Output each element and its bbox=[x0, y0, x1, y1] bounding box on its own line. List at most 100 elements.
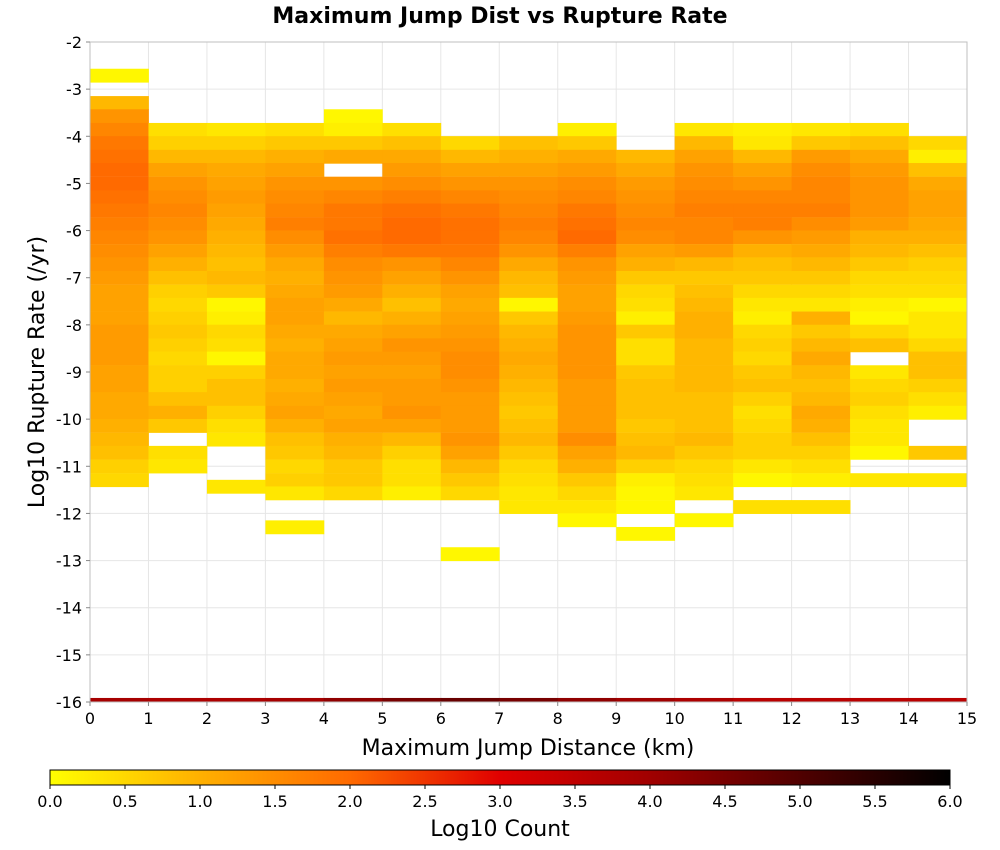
heatmap-cell bbox=[791, 311, 851, 326]
heatmap-cell bbox=[850, 230, 909, 245]
heatmap-cell bbox=[733, 122, 792, 137]
bottom-strip-cell bbox=[323, 697, 383, 702]
heatmap-cell bbox=[616, 270, 676, 285]
heatmap-cell bbox=[733, 432, 792, 447]
heatmap-cell bbox=[265, 520, 325, 535]
colorbar-tick-label: 3.5 bbox=[562, 792, 587, 811]
heatmap-cell bbox=[206, 432, 266, 447]
x-tick-label: 13 bbox=[840, 709, 860, 728]
y-tick-label: -9 bbox=[66, 363, 82, 382]
y-tick-label: -5 bbox=[66, 174, 82, 193]
heatmap-cell bbox=[206, 122, 266, 137]
heatmap-cell bbox=[148, 176, 208, 191]
heatmap-cell bbox=[850, 257, 909, 272]
heatmap-cell bbox=[265, 324, 325, 339]
heatmap-cell bbox=[850, 136, 909, 151]
heatmap-cell bbox=[557, 365, 617, 380]
x-tick-label: 14 bbox=[898, 709, 918, 728]
y-axis-label: Log10 Rupture Rate (/yr) bbox=[25, 236, 50, 508]
heatmap-cell bbox=[557, 378, 617, 393]
heatmap-cell bbox=[499, 405, 559, 420]
heatmap-cell bbox=[791, 473, 851, 488]
heatmap-cell bbox=[616, 190, 676, 205]
heatmap-cell bbox=[382, 338, 442, 353]
heatmap-cell bbox=[323, 365, 383, 380]
heatmap-cell bbox=[850, 432, 909, 447]
heatmap-cell bbox=[148, 297, 208, 312]
heatmap-cell bbox=[382, 190, 442, 205]
heatmap-cell bbox=[616, 405, 676, 420]
heatmap-cell bbox=[733, 230, 792, 245]
heatmap-cell bbox=[674, 190, 734, 205]
heatmap-cell bbox=[265, 176, 325, 191]
heatmap-cell bbox=[557, 203, 617, 218]
heatmap-cell bbox=[382, 311, 442, 326]
heatmap-cell bbox=[90, 68, 149, 83]
heatmap-cell bbox=[323, 432, 383, 447]
heatmap-cell bbox=[90, 190, 149, 205]
heatmap-cell bbox=[499, 338, 559, 353]
heatmap-cell bbox=[90, 109, 149, 124]
heatmap-cell bbox=[148, 257, 208, 272]
heatmap-cell bbox=[440, 149, 500, 164]
x-tick-label: 11 bbox=[723, 709, 743, 728]
heatmap-cell bbox=[616, 244, 676, 258]
heatmap-cell bbox=[557, 445, 617, 460]
heatmap-cell bbox=[499, 176, 559, 191]
heatmap-cell bbox=[323, 392, 383, 407]
heatmap-cell bbox=[616, 486, 676, 501]
heatmap-cell bbox=[674, 445, 734, 460]
heatmap-cell bbox=[265, 419, 325, 433]
heatmap-cell bbox=[499, 351, 559, 366]
heatmap-cell bbox=[148, 270, 208, 285]
heatmap-cell bbox=[382, 230, 442, 245]
heatmap-cell bbox=[148, 122, 208, 137]
heatmap-cell bbox=[908, 136, 968, 151]
heatmap-cell bbox=[733, 217, 792, 232]
heatmap-cell bbox=[733, 176, 792, 191]
x-tick-label: 8 bbox=[553, 709, 563, 728]
heatmap-cell bbox=[382, 149, 442, 164]
heatmap-cell bbox=[733, 324, 792, 339]
heatmap-cell bbox=[908, 445, 968, 460]
heatmap-cell bbox=[850, 149, 909, 164]
heatmap-cell bbox=[206, 311, 266, 326]
heatmap-cell bbox=[674, 351, 734, 366]
heatmap-cell bbox=[908, 176, 968, 191]
heatmap-cell bbox=[206, 351, 266, 366]
heatmap-cells bbox=[90, 68, 968, 562]
heatmap-cell bbox=[265, 163, 325, 177]
heatmap-cell bbox=[323, 284, 383, 299]
heatmap-cell bbox=[616, 351, 676, 366]
heatmap-cell bbox=[206, 136, 266, 151]
heatmap-cell bbox=[791, 392, 851, 407]
bottom-strip-cell bbox=[440, 697, 500, 702]
colorbar bbox=[49, 769, 951, 786]
heatmap-cell bbox=[674, 257, 734, 272]
x-tick-label: 10 bbox=[664, 709, 684, 728]
heatmap-cell bbox=[440, 378, 500, 393]
heatmap-cell bbox=[90, 351, 149, 366]
y-tick-label: -8 bbox=[66, 316, 82, 335]
heatmap-cell bbox=[265, 149, 325, 164]
heatmap-cell bbox=[791, 419, 851, 433]
heatmap-cell bbox=[674, 432, 734, 447]
colorbar-tick-label: 0.5 bbox=[112, 792, 137, 811]
heatmap-cell bbox=[733, 392, 792, 407]
heatmap-cell bbox=[499, 445, 559, 460]
heatmap-cell bbox=[499, 365, 559, 380]
heatmap-cell bbox=[616, 500, 676, 514]
heatmap-cell bbox=[850, 405, 909, 420]
heatmap-cell bbox=[90, 338, 149, 353]
heatmap-cell bbox=[90, 257, 149, 272]
heatmap-cell bbox=[382, 176, 442, 191]
heatmap-cell bbox=[148, 284, 208, 299]
heatmap-cell bbox=[674, 419, 734, 433]
heatmap-cell bbox=[323, 311, 383, 326]
heatmap-cell bbox=[440, 270, 500, 285]
heatmap-cell bbox=[148, 311, 208, 326]
bottom-strip bbox=[90, 697, 968, 702]
heatmap-cell bbox=[733, 257, 792, 272]
bottom-strip-cell bbox=[733, 697, 792, 702]
